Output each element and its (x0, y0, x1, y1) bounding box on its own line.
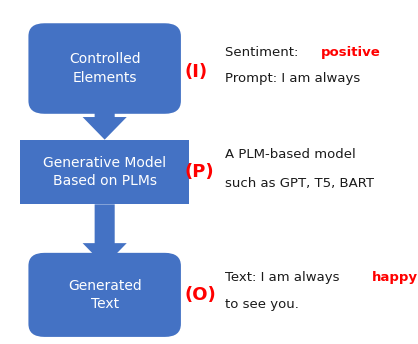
Polygon shape (83, 204, 127, 266)
Text: Text: I am always: Text: I am always (225, 271, 344, 283)
Text: (I): (I) (185, 63, 208, 81)
Polygon shape (83, 101, 127, 140)
Text: positive: positive (321, 46, 381, 59)
FancyBboxPatch shape (20, 140, 189, 204)
FancyBboxPatch shape (28, 23, 181, 114)
Text: Prompt: I am always: Prompt: I am always (225, 72, 360, 85)
FancyBboxPatch shape (28, 253, 181, 337)
Text: to see you.: to see you. (225, 298, 299, 311)
Text: (P): (P) (185, 163, 214, 181)
Text: happy: happy (372, 271, 418, 283)
Text: (O): (O) (185, 286, 217, 304)
Text: Generative Model
Based on PLMs: Generative Model Based on PLMs (43, 156, 166, 188)
Text: Generated
Text: Generated Text (68, 279, 142, 311)
Text: such as GPT, T5, BART: such as GPT, T5, BART (225, 177, 374, 190)
Text: A PLM-based model: A PLM-based model (225, 148, 356, 161)
Text: Sentiment:: Sentiment: (225, 46, 303, 59)
Text: Controlled
Elements: Controlled Elements (69, 52, 140, 85)
